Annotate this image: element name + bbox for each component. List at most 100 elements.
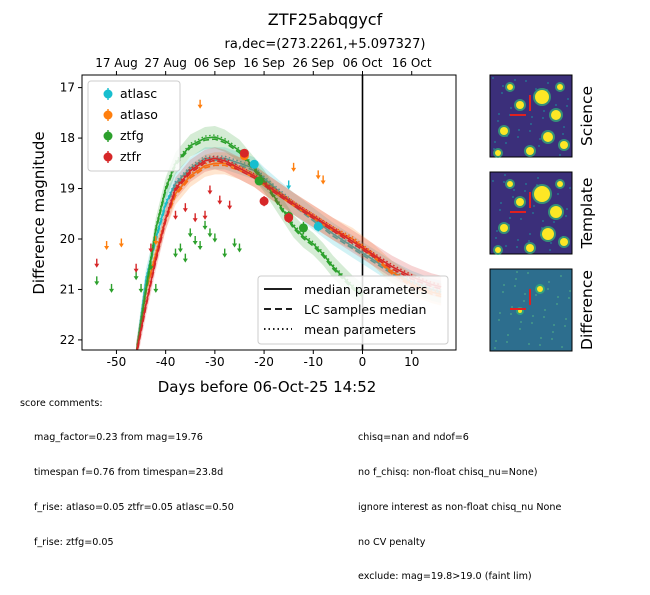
cutout-noise [564, 325, 566, 327]
cutout-star [526, 147, 534, 155]
upper-limit-head [315, 175, 321, 180]
y-tick-label: 22 [60, 333, 75, 347]
upper-limit-head [133, 268, 139, 273]
score-comments-right: chisq=nan and ndof=6 no f_chisq: non-flo… [358, 409, 561, 595]
upper-limit-head [197, 104, 203, 109]
legend-line-label: mean parameters [304, 322, 416, 337]
detection-point [313, 221, 323, 231]
detection-atlasc [313, 221, 323, 232]
cutout-noise [520, 321, 522, 323]
cutout-noise [549, 249, 551, 251]
cutout-noise [532, 315, 534, 317]
cutout-noise [528, 240, 530, 242]
cutout-noise [539, 344, 541, 346]
cutout-noise [494, 347, 496, 349]
cutout-noise [553, 324, 555, 326]
cutout-noise [507, 334, 509, 336]
y-tick-label: 18 [60, 131, 75, 145]
cutout-star [495, 247, 501, 253]
cutout-noise [544, 309, 546, 311]
upper-limit-atlaso [118, 238, 124, 248]
cutout-noise [565, 215, 567, 217]
cutout-noise [504, 174, 506, 176]
top-tick-label: 17 Aug [95, 56, 138, 70]
cutout-noise [503, 181, 505, 183]
cutout-noise [498, 319, 500, 321]
cutout-noise [497, 120, 499, 122]
cutout-image [489, 268, 573, 352]
detection-point [284, 213, 294, 223]
cutout-noise [496, 230, 498, 232]
cutout-star [537, 286, 543, 292]
upper-limit-ztfg [207, 228, 213, 238]
legend-marker-atlaso [103, 110, 113, 120]
upper-limit-ztfr [148, 243, 154, 253]
upper-limit-ztfr [207, 185, 213, 195]
cutout-noise [560, 275, 562, 277]
legend-label-ztfr: ztfr [120, 149, 142, 164]
cutout-star [500, 224, 508, 232]
cutout-noise [493, 148, 495, 150]
cutout-noise [519, 328, 521, 330]
detection-ztfr [284, 212, 294, 223]
cutout-noise [492, 77, 494, 79]
upper-limit-head [148, 266, 154, 271]
cutout-noise [533, 205, 535, 207]
top-tick-label: 06 Oct [343, 56, 383, 70]
upper-limit-ztfr [94, 258, 100, 268]
upper-limit-head [192, 240, 198, 245]
upper-limit-head [227, 205, 233, 210]
comment-line: exclude: mag=19.8>19.0 (faint lim) [358, 571, 532, 583]
cutout-noise [494, 141, 496, 143]
upper-limit-atlasc [286, 180, 292, 190]
model-band-ztfr [136, 147, 442, 350]
detection-point [298, 223, 308, 233]
top-tick-label: 16 Oct [392, 56, 432, 70]
y-tick-label: 19 [60, 182, 75, 196]
model-band-ztfg [136, 126, 363, 350]
upper-limit-head [109, 288, 115, 293]
legend-frame [87, 80, 181, 172]
cutout-noise [563, 126, 565, 128]
upper-limit-head [291, 167, 297, 172]
comment-line: chisq=nan and ndof=6 [358, 432, 469, 444]
cutout-noise [525, 183, 527, 185]
upper-limit-head [138, 288, 144, 293]
x-tick-label: -50 [107, 355, 127, 369]
cutout-noise [529, 233, 531, 235]
cutout-noise [569, 187, 571, 189]
comment-line: f_rise: ztfg=0.05 [34, 536, 114, 548]
legend-line-label: median parameters [304, 282, 427, 297]
cutout-noise [518, 129, 520, 131]
cutout-noise [524, 190, 526, 192]
detection-point [254, 176, 264, 186]
cutout-noise [525, 80, 527, 82]
cutout-noise [531, 116, 533, 118]
cutout-noise [528, 343, 530, 345]
upper-limit-ztfg [236, 243, 242, 253]
cutout-noise [516, 271, 518, 273]
cutouts: Science Template Difference [489, 74, 596, 352]
upper-limit-ztfg [197, 241, 203, 251]
upper-limit-head [173, 215, 178, 220]
cutout-noise [566, 208, 568, 210]
cutout-noise [499, 312, 501, 314]
legend-markers: atlasc atlaso ztfg ztfr [87, 80, 181, 172]
cutout-noise [547, 82, 549, 84]
upper-limit-head [177, 248, 183, 253]
upper-limit-head [153, 288, 159, 293]
x-tick-label: -30 [205, 355, 225, 369]
cutout-noise [505, 245, 507, 247]
upper-limit-ztfg [177, 243, 183, 253]
cutout-noise [541, 227, 543, 229]
detection-ztfr [239, 148, 249, 158]
upper-limit-ztfr [173, 210, 178, 220]
cutout-noise [505, 142, 507, 144]
upper-limit-head [133, 276, 139, 281]
cutout-noise [502, 291, 504, 293]
cutout-noise [542, 117, 544, 119]
upper-limit-head [148, 248, 154, 253]
detection-ztfg [254, 176, 264, 186]
cutout-star [550, 206, 562, 218]
comment-line: ignore interest as non-float chisq_nu No… [358, 501, 562, 513]
